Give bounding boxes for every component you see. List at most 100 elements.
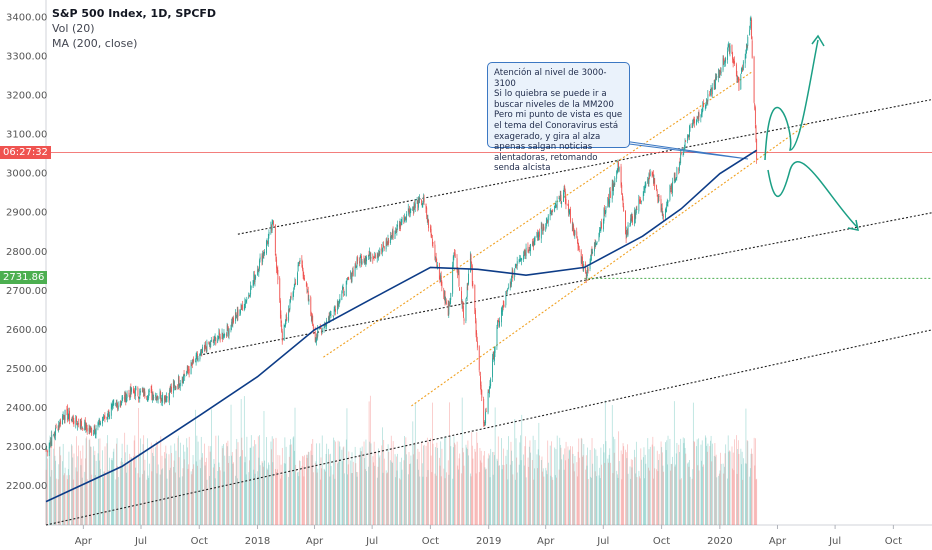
volume-bar (563, 469, 565, 525)
candle-body (290, 296, 292, 298)
candle-body (81, 421, 82, 427)
candle-body (248, 295, 250, 299)
volume-bar (466, 448, 468, 525)
candle-body (78, 422, 79, 425)
candle-body (737, 76, 739, 79)
candle-body (623, 206, 625, 212)
candle-body (645, 183, 647, 187)
candle-body (692, 122, 694, 128)
volume-bar (307, 454, 309, 525)
volume-bar (612, 473, 614, 525)
candle-body (413, 207, 414, 212)
candle-body (618, 162, 620, 170)
x-tick-label: Oct (191, 536, 208, 547)
volume-bar (676, 442, 678, 525)
volume-bar (533, 479, 535, 525)
volume-bar (550, 475, 552, 525)
candle-body (102, 419, 103, 424)
volume-bar (250, 447, 252, 525)
candle-body (502, 305, 504, 312)
candle-body (501, 310, 502, 323)
volume-bar (536, 454, 538, 525)
annotation-note[interactable]: Atención al nivel de 3000-3100 Si lo qui… (487, 62, 630, 173)
volume-bar (337, 440, 339, 525)
volume-bar (426, 476, 428, 525)
candle-body (405, 219, 407, 221)
candle-body (240, 309, 241, 314)
candle-body (266, 241, 268, 243)
volume-bar (538, 422, 540, 525)
candle-body (528, 250, 530, 251)
volume-bar (569, 449, 571, 525)
candle-body (130, 388, 132, 393)
volume-bar (670, 464, 672, 525)
volume-bar (338, 461, 340, 525)
candle-body (390, 236, 392, 244)
volume-bar (450, 446, 452, 525)
volume-bar (366, 471, 367, 525)
volume-bar (520, 460, 522, 525)
candle-body (346, 278, 348, 282)
volume-bar (468, 455, 469, 525)
candle-body (213, 341, 215, 344)
volume-bar (527, 457, 529, 525)
candle-body (741, 68, 743, 71)
candle-body (294, 281, 296, 286)
candle-body (270, 225, 272, 234)
candle-body (435, 257, 437, 259)
candle-body (620, 166, 622, 186)
volume-bar (45, 469, 47, 525)
candle-body (740, 74, 742, 90)
candle-body (259, 260, 260, 269)
volume-bar (195, 409, 196, 525)
volume-bar (515, 438, 517, 525)
y-tick-label: 2300.00 (6, 442, 47, 453)
volume-bar (95, 460, 97, 525)
volume-bar (50, 476, 51, 525)
candle-body (392, 230, 393, 237)
candle-body (414, 204, 416, 207)
volume-bar (157, 442, 158, 525)
candle-body (720, 71, 722, 74)
volume-bar (745, 408, 747, 525)
volume-bar (657, 471, 659, 525)
candle-body (722, 58, 724, 71)
volume-bar (447, 460, 449, 525)
volume-bar (639, 478, 641, 525)
candle-body (134, 392, 136, 397)
candle-body (581, 258, 583, 262)
candle-body (563, 188, 565, 194)
volume-bar (480, 450, 482, 525)
candle-body (660, 198, 662, 211)
candle-body (413, 203, 415, 211)
candle-body (706, 99, 708, 103)
candle-body (561, 201, 563, 205)
volume-bar (665, 450, 667, 525)
candle-body (157, 397, 159, 400)
candle-body (112, 403, 114, 408)
volume-bar (103, 471, 105, 525)
candle-body (578, 246, 580, 249)
volume-bar (525, 477, 527, 525)
candle-body (333, 309, 335, 315)
candle-body (754, 104, 756, 109)
candle-body (644, 186, 645, 191)
volume-bar (280, 464, 282, 525)
volume-bar (623, 446, 625, 525)
volume-bar (727, 435, 729, 525)
candle-body (49, 443, 51, 446)
x-tick-label: Jul (365, 536, 378, 547)
candle-body (135, 389, 136, 397)
volume-bar (543, 476, 545, 525)
volume-bar (687, 463, 689, 525)
volume-bar (506, 464, 507, 525)
candle-body (323, 328, 325, 330)
volume-bar (88, 440, 90, 525)
candle-body (46, 450, 48, 453)
candle-body (166, 396, 168, 399)
candle-body (470, 254, 472, 262)
volume-bar (128, 463, 130, 525)
candle-body (737, 78, 739, 80)
candle-body (572, 223, 574, 229)
volume-bar (321, 468, 323, 525)
